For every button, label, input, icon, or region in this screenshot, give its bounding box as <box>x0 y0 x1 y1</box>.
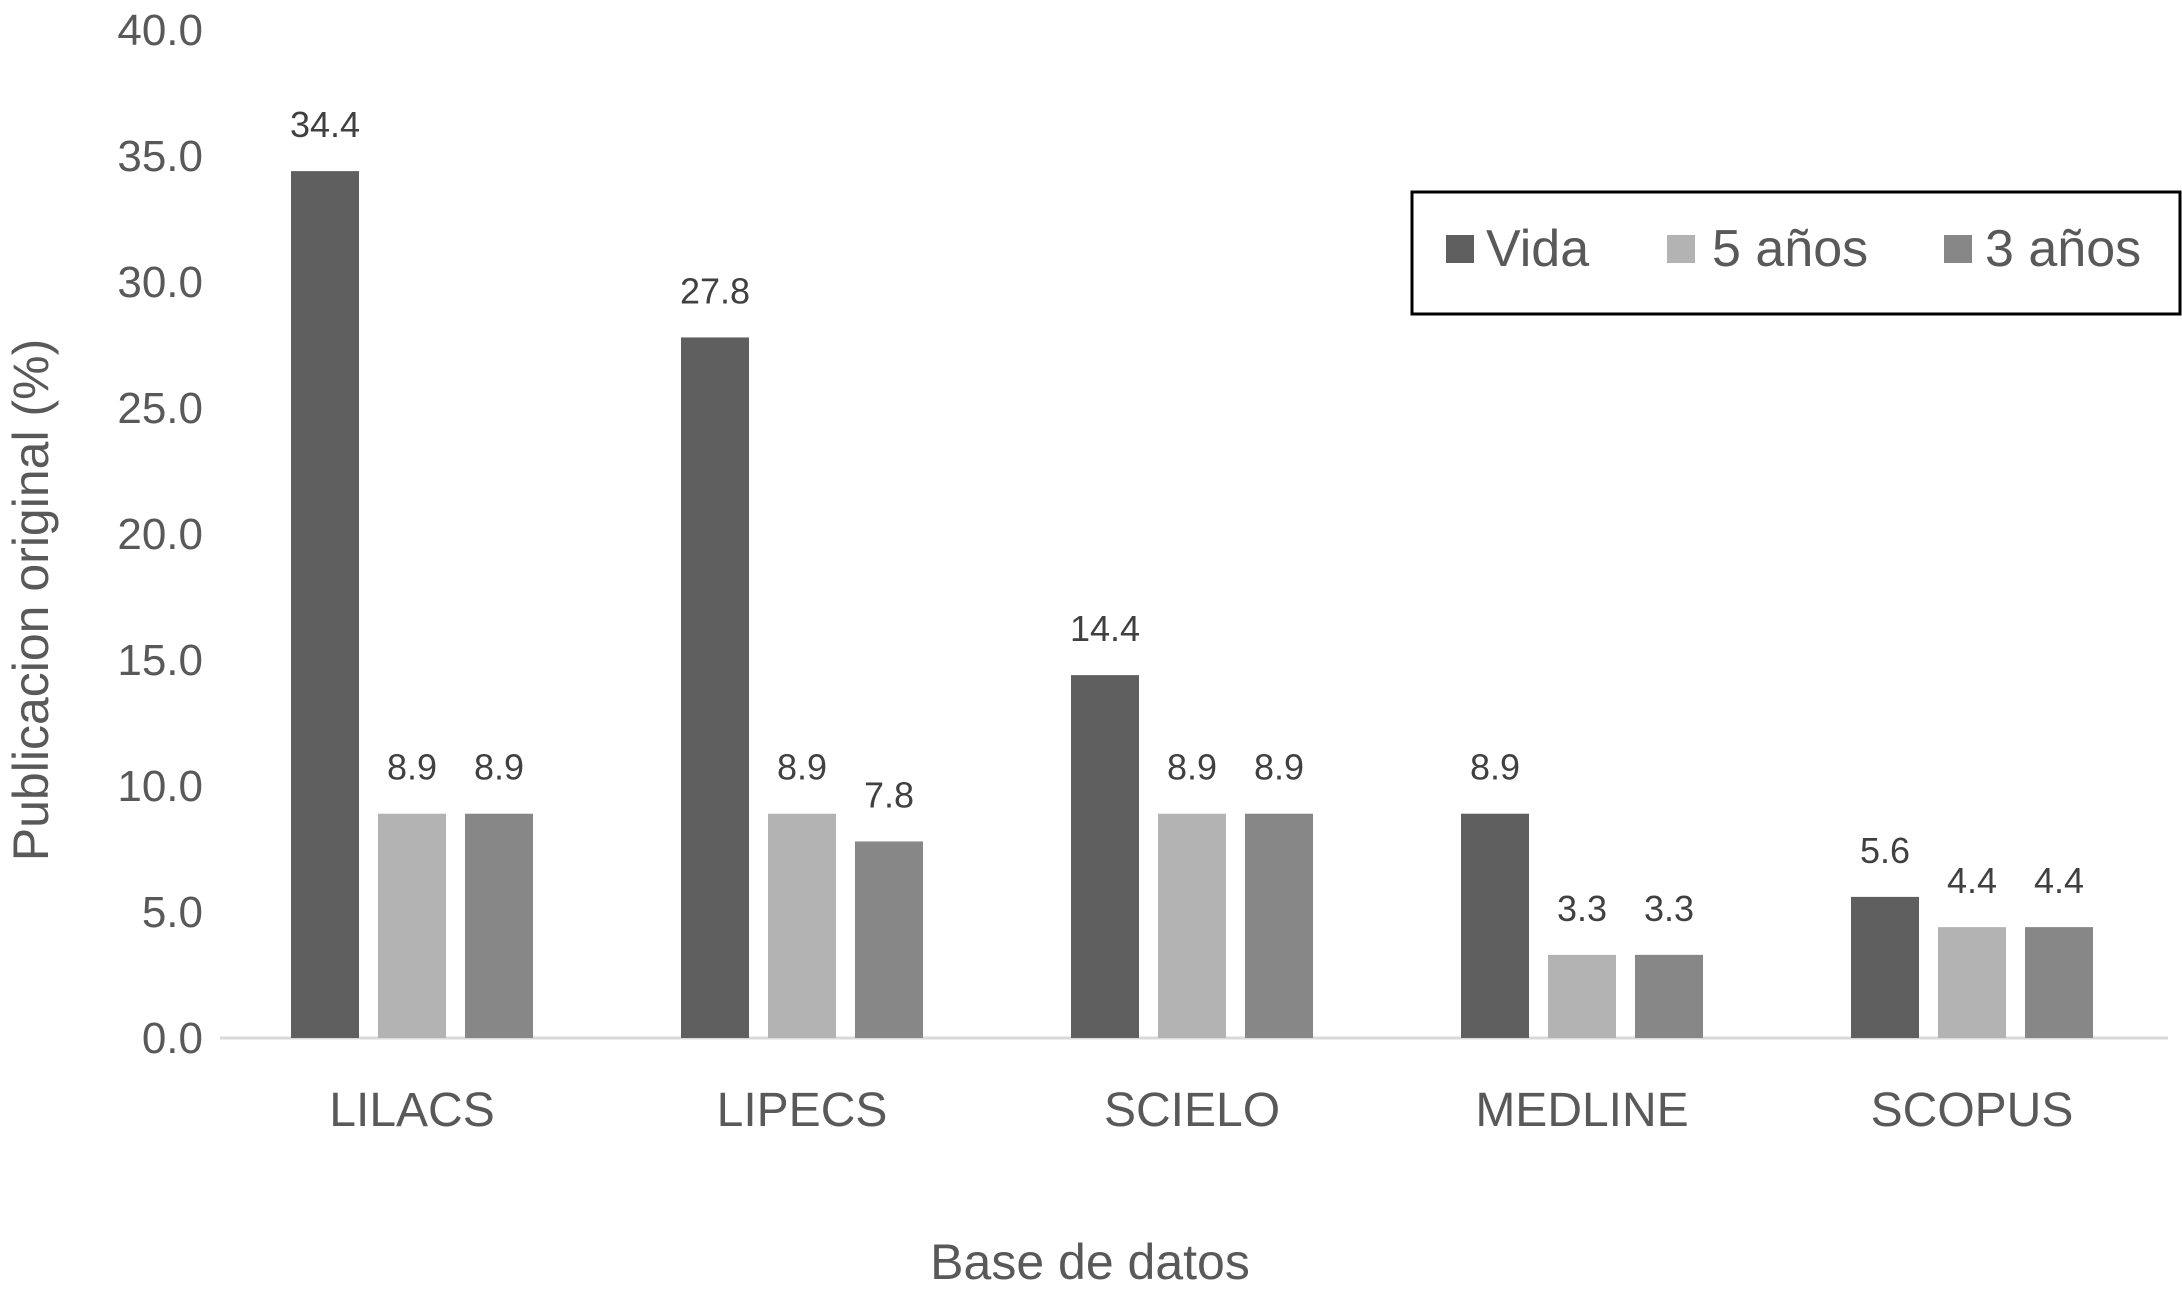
data-label: 8.9 <box>387 747 437 788</box>
x-tick-label: SCIELO <box>1104 1084 1280 1137</box>
data-label: 8.9 <box>1470 747 1520 788</box>
bar <box>465 813 533 1038</box>
legend-swatch-vida <box>1446 235 1474 263</box>
legend-label-5-anos: 5 años <box>1712 220 1868 278</box>
y-tick-label: 30.0 <box>117 258 203 307</box>
bar <box>1158 813 1226 1038</box>
x-tick-label: MEDLINE <box>1475 1084 1688 1137</box>
y-axis-title: Publicacion original (%) <box>3 339 59 861</box>
bar <box>855 841 923 1038</box>
y-tick-label: 25.0 <box>117 384 203 433</box>
bar <box>1635 954 1703 1038</box>
legend-label-vida: Vida <box>1486 220 1589 278</box>
y-tick-label: 20.0 <box>117 510 203 559</box>
bar <box>1071 675 1139 1038</box>
data-label: 8.9 <box>474 747 524 788</box>
y-tick-label: 15.0 <box>117 636 203 685</box>
data-labels: 34.4 8.9 8.9 27.8 8.9 7.8 14.4 8.9 8.9 8.9 3.3 3.3 5… <box>290 104 2084 929</box>
bar <box>1548 954 1616 1038</box>
data-label: 14.4 <box>1070 608 1140 649</box>
data-label: 34.4 <box>290 104 360 145</box>
data-label: 3.3 <box>1644 888 1694 929</box>
data-label: 8.9 <box>777 747 827 788</box>
data-label: 8.9 <box>1167 747 1217 788</box>
x-tick-label: LIPECS <box>717 1084 888 1137</box>
data-label: 4.4 <box>2034 860 2084 901</box>
bars <box>291 171 2093 1038</box>
bar <box>1461 813 1529 1038</box>
data-label: 27.8 <box>680 270 750 311</box>
y-tick-label: 5.0 <box>142 888 203 937</box>
bar <box>1938 927 2006 1038</box>
bar <box>1851 896 1919 1038</box>
x-axis-title: Base de datos <box>930 1234 1250 1290</box>
y-axis: 0.0 5.0 10.0 15.0 20.0 25.0 30.0 35.0 40.0 <box>117 6 203 1063</box>
legend-swatch-3-anos <box>1944 235 1972 263</box>
legend-swatch-5-anos <box>1667 235 1695 263</box>
data-label: 4.4 <box>1947 860 1997 901</box>
legend: Vida 5 años 3 años <box>1410 190 2182 316</box>
y-tick-label: 40.0 <box>117 6 203 55</box>
y-tick-label: 0.0 <box>142 1014 203 1063</box>
bar <box>1245 813 1313 1038</box>
bar <box>768 813 836 1038</box>
x-tick-label: SCOPUS <box>1871 1084 2074 1137</box>
legend-frame <box>1410 190 2182 316</box>
bar <box>291 171 359 1038</box>
bar <box>378 813 446 1038</box>
y-tick-label: 10.0 <box>117 762 203 811</box>
data-label: 8.9 <box>1254 747 1304 788</box>
y-tick-label: 35.0 <box>117 132 203 181</box>
data-label: 5.6 <box>1860 830 1910 871</box>
legend-label-3-anos: 3 años <box>1985 220 2141 278</box>
bar <box>2025 927 2093 1038</box>
x-tick-label: LILACS <box>329 1084 494 1137</box>
data-label: 7.8 <box>864 774 914 815</box>
data-label: 3.3 <box>1557 888 1607 929</box>
category-labels: LILACS LIPECS SCIELO MEDLINE SCOPUS <box>329 1084 2073 1137</box>
bar <box>681 337 749 1038</box>
